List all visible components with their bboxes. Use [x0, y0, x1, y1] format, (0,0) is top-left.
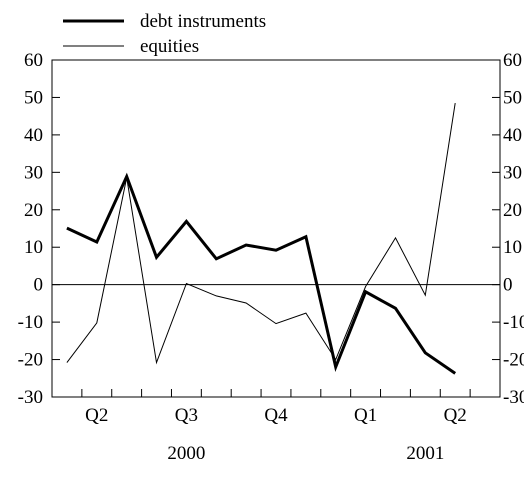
y-tick-label-right: 60: [503, 50, 522, 71]
y-tick-label-left: -30: [18, 387, 43, 408]
legend: debt instruments equities: [63, 11, 266, 57]
y-tick-label-left: -10: [18, 312, 43, 333]
y-tick-label-right: 10: [503, 237, 522, 258]
y-tick-label-right: 0: [503, 275, 513, 296]
quarter-label: Q1: [354, 405, 377, 426]
year-label: 2001: [406, 443, 444, 464]
y-tick-label-left: 10: [24, 237, 43, 258]
y-tick-label-right: -30: [503, 387, 524, 408]
quarter-label: Q4: [264, 405, 288, 426]
y-tick-label-left: 30: [24, 162, 43, 183]
y-tick-label-left: 40: [24, 125, 43, 146]
quarter-label: Q2: [85, 405, 108, 426]
y-tick-label-right: 30: [503, 162, 522, 183]
y-tick-label-left: -20: [18, 350, 43, 371]
y-tick-label-left: 20: [24, 200, 43, 221]
y-tick-label-right: 50: [503, 87, 522, 108]
y-tick-label-right: 40: [503, 125, 522, 146]
legend-label-debt: debt instruments: [140, 11, 266, 32]
plot-area: 60 60 50 50 40 40 30 30 20 20 10 10 0 0 -10 -10 -20 -20 -3…: [18, 50, 524, 464]
y-tick-label-left: 50: [24, 87, 43, 108]
y-tick-label-right: -10: [503, 312, 524, 333]
y-tick-label-left: 60: [24, 50, 43, 71]
plot-frame: [51, 59, 501, 398]
y-tick-label-left: 0: [34, 275, 44, 296]
series-line-debt-instruments: [66, 172, 457, 375]
quarter-label: Q2: [444, 405, 467, 426]
y-tick-label-right: -20: [503, 350, 524, 371]
quarter-label: Q3: [175, 405, 198, 426]
year-label: 2000: [167, 443, 205, 464]
series-line-equities: [66, 103, 456, 365]
legend-label-equities: equities: [140, 36, 199, 57]
y-tick-label-right: 20: [503, 200, 522, 221]
